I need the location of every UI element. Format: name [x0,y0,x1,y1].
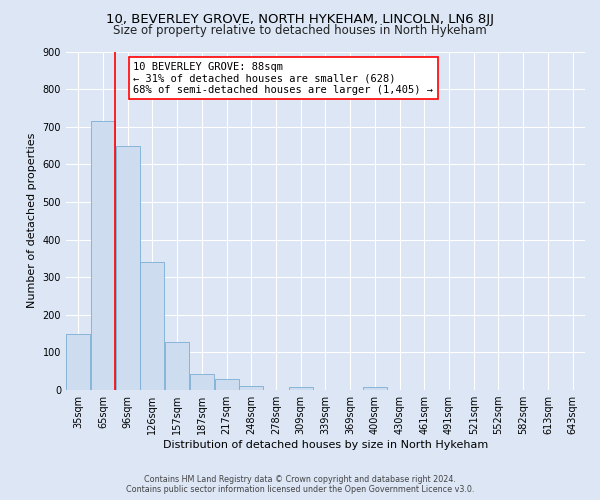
X-axis label: Distribution of detached houses by size in North Hykeham: Distribution of detached houses by size … [163,440,488,450]
Bar [66,334,90,390]
Bar [116,146,140,390]
Text: Contains HM Land Registry data © Crown copyright and database right 2024.
Contai: Contains HM Land Registry data © Crown c… [126,474,474,494]
Bar [239,386,263,390]
Bar [190,374,214,390]
Bar [140,262,164,390]
Text: 10 BEVERLEY GROVE: 88sqm
← 31% of detached houses are smaller (628)
68% of semi-: 10 BEVERLEY GROVE: 88sqm ← 31% of detach… [133,62,433,95]
Y-axis label: Number of detached properties: Number of detached properties [27,133,37,308]
Bar [289,387,313,390]
Bar [165,342,189,390]
Bar [91,121,115,390]
Text: 10, BEVERLEY GROVE, NORTH HYKEHAM, LINCOLN, LN6 8JJ: 10, BEVERLEY GROVE, NORTH HYKEHAM, LINCO… [106,12,494,26]
Bar [215,379,239,390]
Bar [363,387,387,390]
Text: Size of property relative to detached houses in North Hykeham: Size of property relative to detached ho… [113,24,487,37]
